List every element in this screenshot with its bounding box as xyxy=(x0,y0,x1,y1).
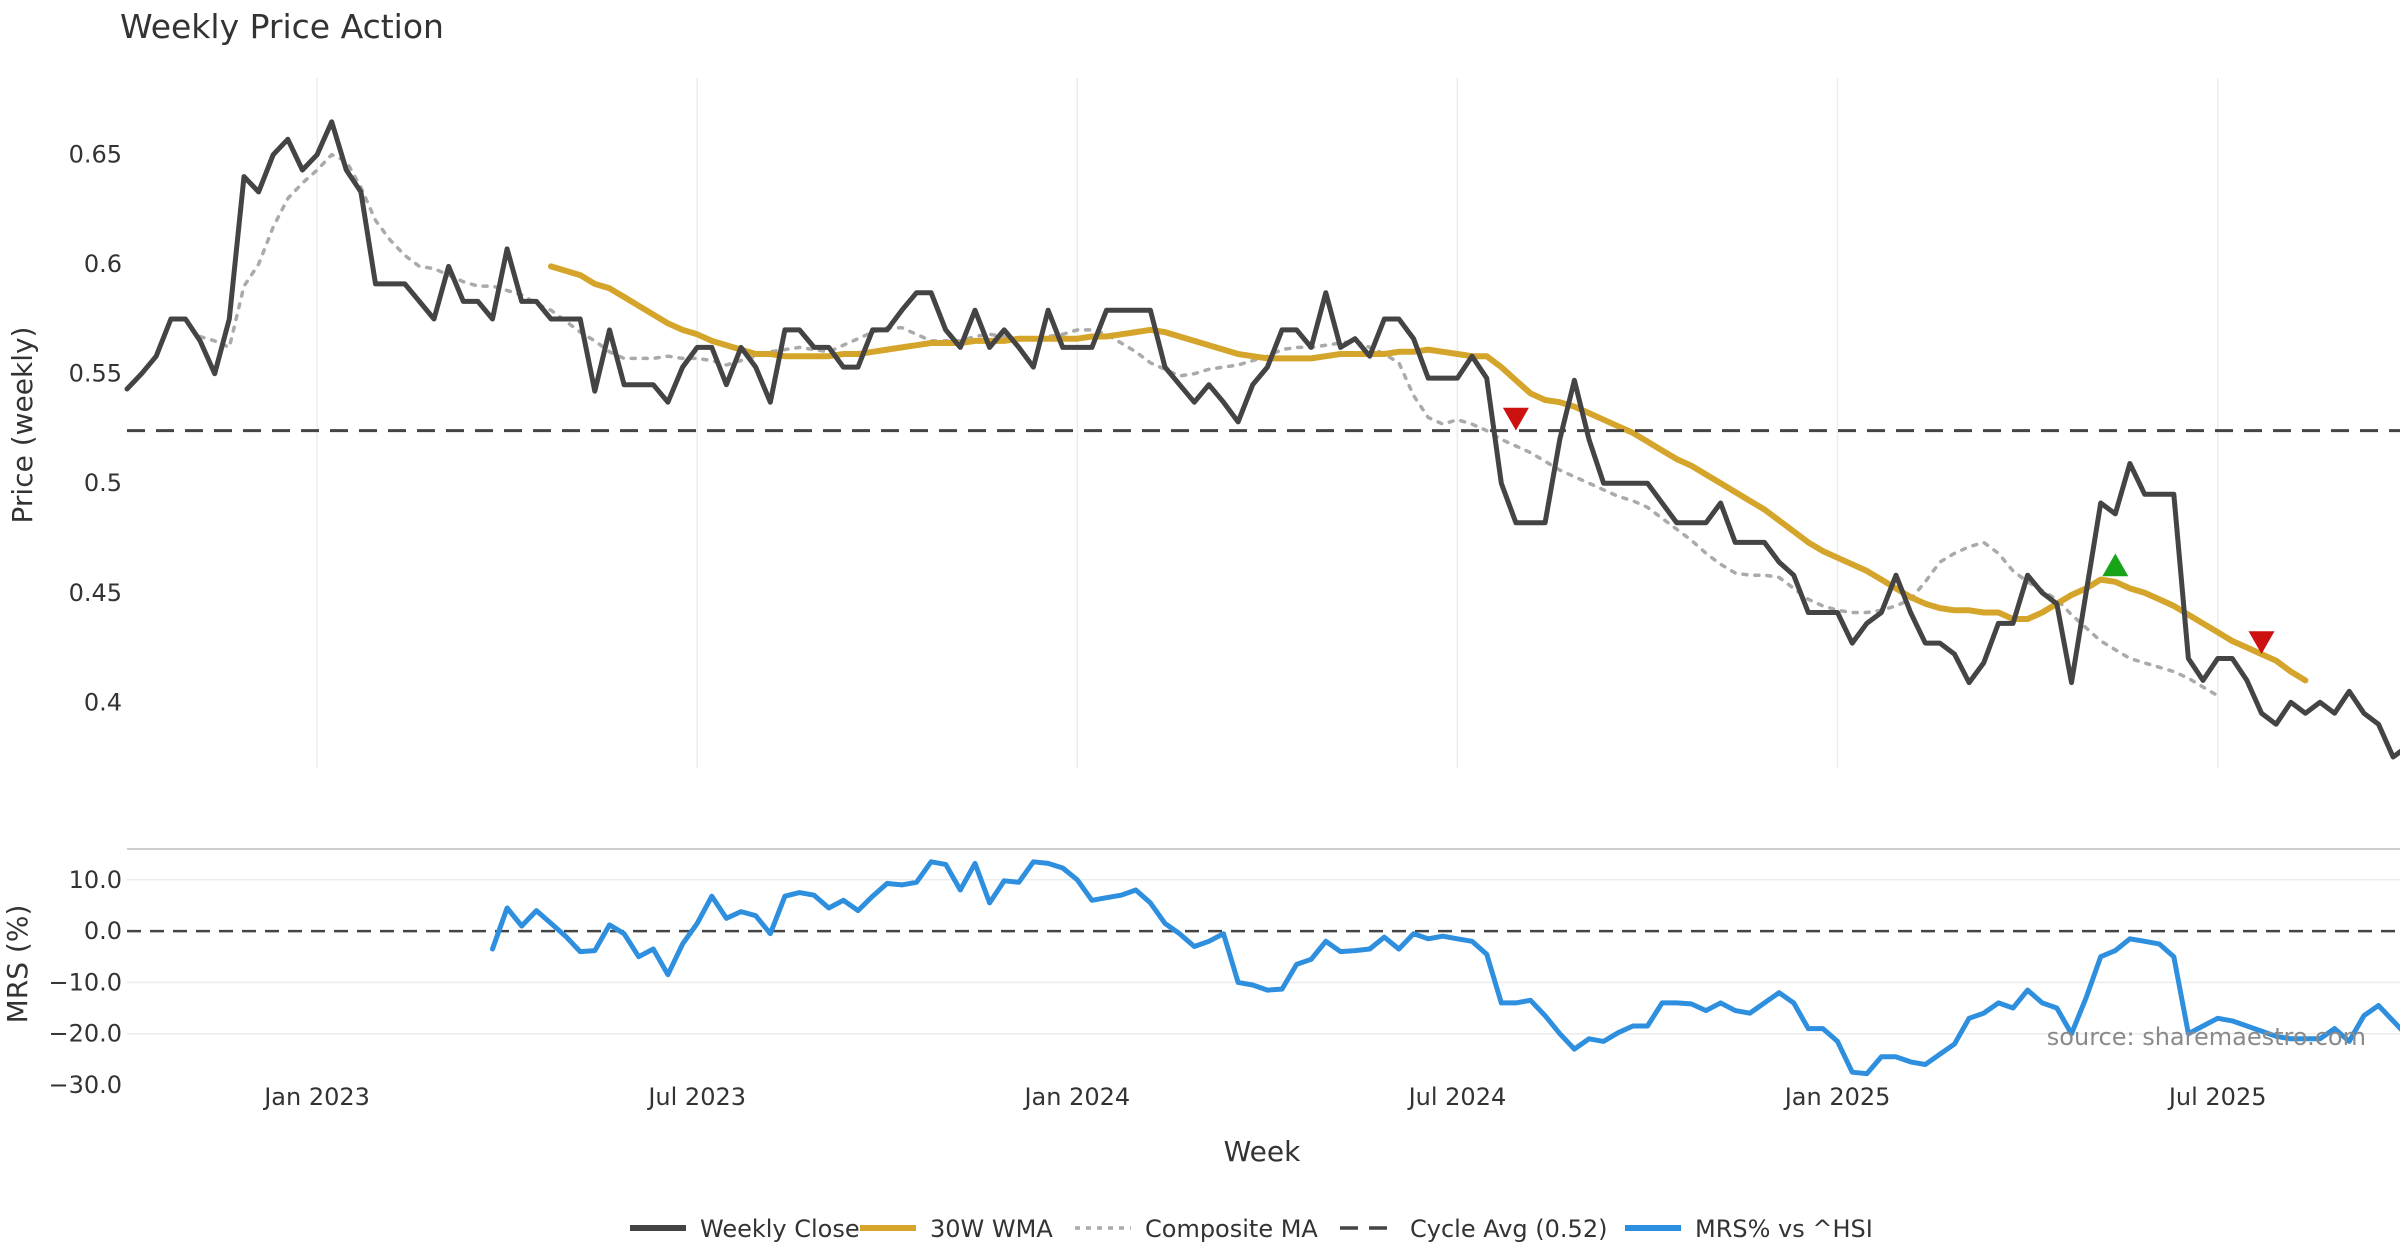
series-weekly-close xyxy=(124,119,2400,760)
price-y-tick-label: 0.45 xyxy=(69,579,122,607)
x-tick-label: Jan 2023 xyxy=(262,1083,370,1111)
legend-label: Weekly Close xyxy=(700,1215,860,1243)
mrs-y-tick-label: −30.0 xyxy=(48,1071,122,1099)
mrs-y-ticks: 10.0 0.0 −10.0 −20.0 −30.0 xyxy=(48,866,122,1099)
legend-label: MRS% vs ^HSI xyxy=(1695,1215,1873,1243)
price-y-tick-label: 0.65 xyxy=(69,141,122,169)
mrs-y-tick-label: 0.0 xyxy=(84,917,122,945)
price-y-tick-label: 0.55 xyxy=(69,360,122,388)
mrs-y-tick-label: −10.0 xyxy=(48,968,122,996)
mrs-grid xyxy=(127,879,2400,1035)
x-tick-label: Jul 2024 xyxy=(1407,1083,1507,1111)
legend-label: Composite MA xyxy=(1145,1215,1318,1243)
mrs-series xyxy=(490,859,2400,1077)
price-grid xyxy=(316,78,2219,768)
x-tick-label: Jan 2025 xyxy=(1783,1083,1891,1111)
price-series xyxy=(124,119,2400,760)
signal-markers xyxy=(1502,407,2275,654)
x-tick-label: Jan 2024 xyxy=(1022,1083,1130,1111)
chart-title: Weekly Price Action xyxy=(120,7,444,46)
buy-signal-marker xyxy=(2102,553,2129,577)
price-y-ticks: 0.65 0.6 0.55 0.5 0.45 0.4 xyxy=(69,141,122,717)
legend: Weekly Close 30W WMA Composite MA Cycle Avg… xyxy=(630,1215,1873,1243)
x-ticks: Jan 2023 Jul 2023 Jan 2024 Jul 2024 Jan 2025… xyxy=(262,1083,2266,1111)
legend-label: Cycle Avg (0.52) xyxy=(1410,1215,1607,1243)
series-mrs-vs-hsi xyxy=(490,859,2400,1077)
series-composite-ma xyxy=(198,152,2220,698)
price-y-tick-label: 0.4 xyxy=(84,688,122,716)
mrs-y-tick-label: −20.0 xyxy=(48,1020,122,1048)
price-y-tick-label: 0.6 xyxy=(84,250,122,278)
source-note: source: sharemaestro.com xyxy=(2047,1023,2366,1051)
sell-signal-marker xyxy=(2248,631,2275,654)
x-tick-label: Jul 2023 xyxy=(646,1083,746,1111)
price-y-axis-label: Price (weekly) xyxy=(6,327,39,524)
legend-label: 30W WMA xyxy=(930,1215,1053,1243)
sell-signal-marker xyxy=(1502,407,1529,431)
price-y-tick-label: 0.5 xyxy=(84,469,122,497)
x-tick-label: Jul 2025 xyxy=(2167,1083,2267,1111)
mrs-y-tick-label: 10.0 xyxy=(69,866,122,894)
series-30w-wma xyxy=(548,263,2309,684)
mrs-y-axis-label: MRS (%) xyxy=(1,905,34,1024)
x-axis-label: Week xyxy=(1224,1135,1301,1168)
